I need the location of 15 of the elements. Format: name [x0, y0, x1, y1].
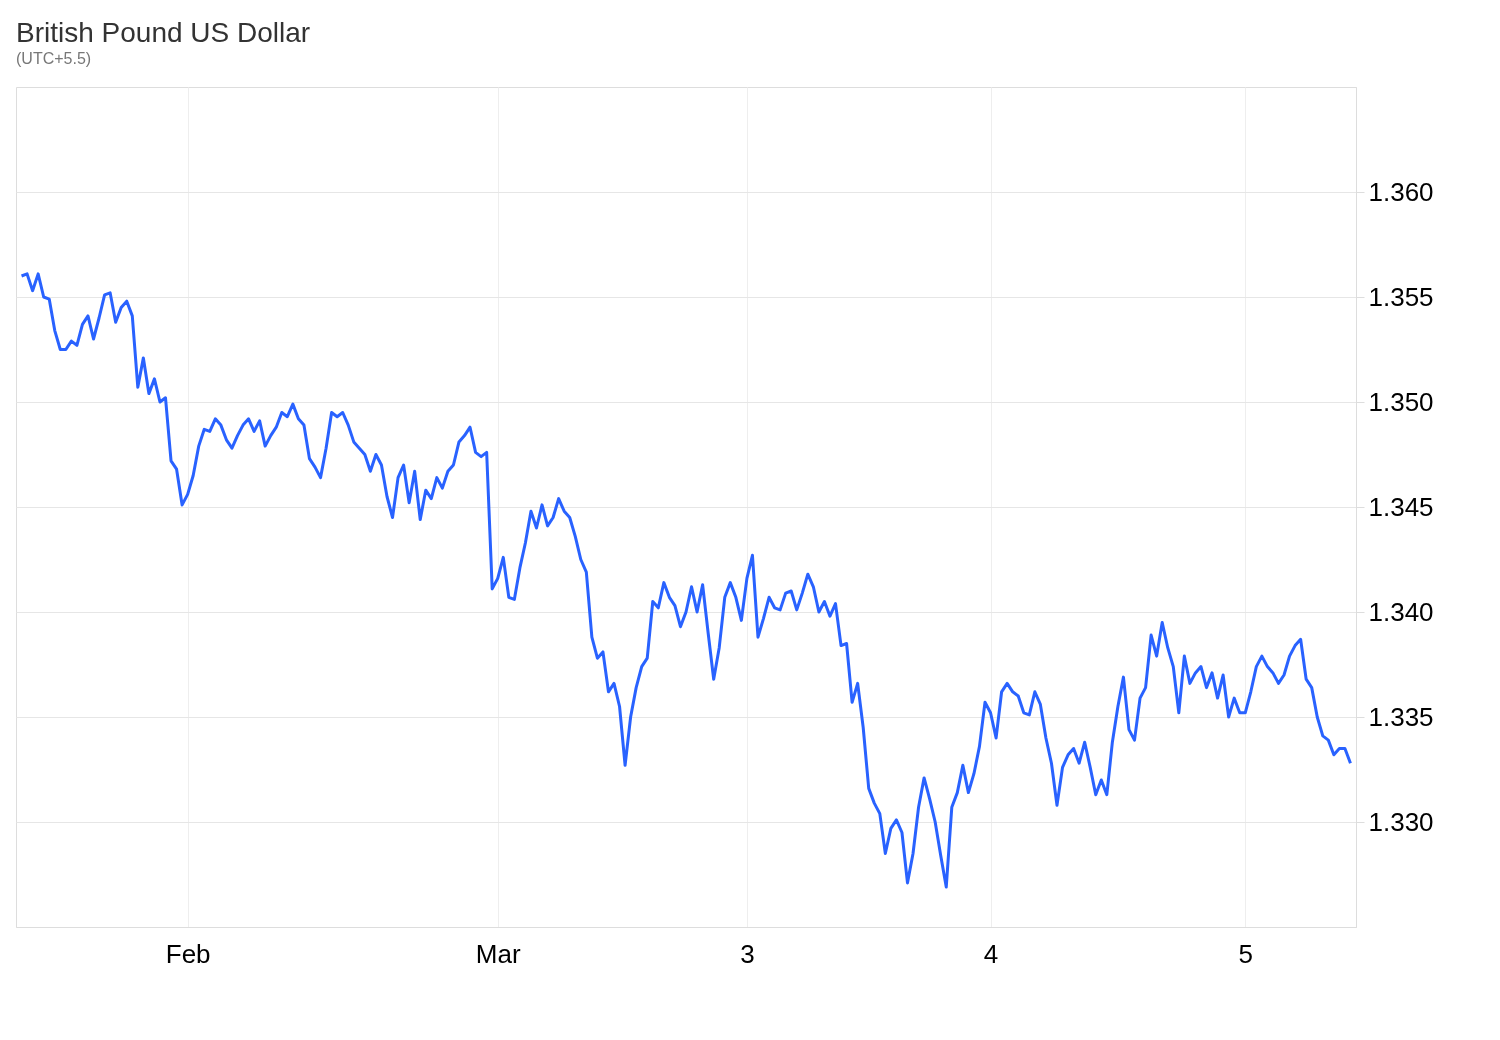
- x-tick-label: 4: [983, 938, 999, 969]
- x-tick-label: Feb: [165, 938, 211, 969]
- y-tick-label: 1.335: [1368, 701, 1434, 732]
- y-tick-label: 1.360: [1368, 176, 1434, 207]
- y-tick-label: 1.345: [1368, 491, 1434, 522]
- y-tick-label: 1.355: [1368, 281, 1434, 312]
- x-tick-label: Mar: [475, 938, 521, 969]
- chart-subtitle: (UTC+5.5): [16, 50, 92, 67]
- y-tick-label: 1.340: [1368, 596, 1434, 627]
- x-tick-label: 5: [1238, 938, 1253, 969]
- y-tick-label: 1.330: [1368, 806, 1434, 837]
- chart-title: British Pound US Dollar: [16, 17, 311, 48]
- line-series: [20, 272, 1352, 889]
- x-tick-label: 3: [740, 938, 755, 969]
- y-tick-label: 1.350: [1368, 386, 1434, 417]
